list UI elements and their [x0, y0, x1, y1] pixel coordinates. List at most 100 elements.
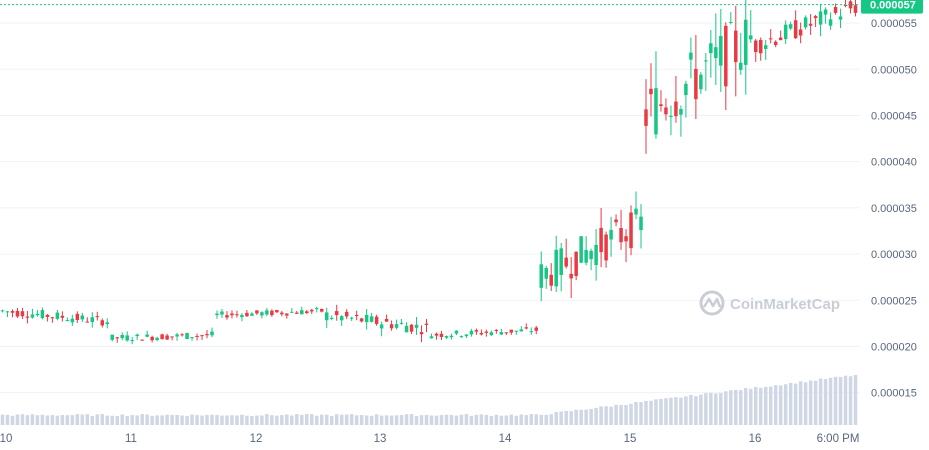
candle-body	[534, 327, 538, 331]
volume-bar	[135, 415, 139, 425]
candle-body	[349, 317, 354, 319]
watermark-text: CoinMarketCap	[730, 296, 840, 313]
y-tick-label: 0.000050	[871, 64, 917, 76]
candle-body	[604, 234, 608, 261]
candle-body	[424, 323, 429, 325]
candles	[0, 0, 858, 345]
candle-body	[564, 257, 568, 267]
candle-body	[359, 318, 364, 322]
volume-bar	[744, 388, 748, 425]
volume-bar	[230, 415, 234, 425]
candle-body	[734, 30, 738, 63]
volume-bar	[439, 415, 444, 425]
x-tick-label: 16	[749, 433, 762, 445]
volume-bar	[709, 393, 713, 425]
candle-body	[230, 313, 234, 316]
coinmarketcap-logo-icon	[699, 290, 725, 316]
volume-bar	[624, 404, 628, 425]
volume-bar	[694, 396, 698, 425]
candle-body	[240, 314, 244, 318]
candle-body	[105, 322, 109, 325]
x-tick-label: 14	[499, 433, 512, 445]
candle-body	[20, 311, 25, 317]
volume-bar	[275, 415, 279, 425]
volume-bar	[763, 386, 768, 425]
volume-bar	[285, 414, 289, 425]
volume-bar	[364, 415, 369, 425]
x-tick-label: 13	[374, 433, 387, 445]
candle-body	[509, 329, 514, 333]
volume-bar	[125, 415, 129, 425]
volume-bar	[699, 394, 703, 425]
candle-body	[145, 334, 149, 337]
candle-body	[833, 7, 838, 13]
candle-body	[215, 313, 219, 316]
candle-body	[753, 40, 758, 53]
volume-bar	[449, 414, 454, 425]
candle-body	[285, 313, 289, 316]
candle-body	[669, 115, 673, 118]
volume-bar	[45, 415, 50, 425]
volume-bar	[659, 398, 663, 425]
volume-bar	[374, 414, 379, 425]
candle-body	[489, 332, 494, 336]
volume-bar	[90, 415, 95, 425]
volume-bar	[419, 415, 424, 425]
volume-bar	[315, 415, 319, 425]
volume-bar	[669, 397, 673, 425]
candle-body	[644, 109, 648, 126]
y-tick-label: 0.000045	[871, 110, 917, 122]
volume-bar	[534, 414, 538, 425]
volume-bar	[489, 415, 494, 425]
candle-body	[549, 274, 553, 286]
candle-body	[374, 316, 379, 324]
volume-bar	[190, 414, 194, 425]
candle-body	[579, 236, 583, 263]
volume-bar	[50, 415, 55, 425]
volume-bar	[220, 415, 224, 425]
candle-body	[569, 273, 573, 279]
candle-body	[140, 339, 144, 341]
volume-bar	[559, 411, 563, 425]
candle-body	[185, 332, 189, 339]
candle-body	[160, 334, 164, 340]
candle-body	[823, 9, 828, 15]
candle-body	[324, 312, 329, 321]
volume-bar	[524, 415, 529, 425]
volume-bar	[494, 414, 499, 425]
volume-bar	[70, 415, 75, 425]
candle-body	[574, 251, 578, 277]
candle-body	[200, 335, 204, 337]
candle-body	[275, 310, 279, 313]
volume-bar	[848, 376, 853, 425]
candle-body	[10, 311, 15, 313]
volume-bar	[719, 393, 723, 425]
candle-body	[225, 315, 229, 318]
volume-bar	[394, 415, 399, 425]
volume-bar	[130, 415, 134, 425]
y-tick-label: 0.000040	[871, 157, 917, 169]
candle-body	[689, 52, 693, 60]
volume-bar	[644, 400, 648, 425]
candle-body	[439, 333, 444, 338]
candle-body	[559, 248, 563, 275]
volume-bar	[639, 402, 643, 425]
candle-body	[35, 313, 40, 316]
x-axis: 10 11 12 13 14 15 16 6:00 PM	[0, 433, 859, 445]
volume-bar	[544, 414, 548, 425]
candle-body	[290, 311, 294, 313]
volume-bar	[40, 414, 45, 425]
candle-body	[369, 316, 374, 322]
volume-bar	[684, 396, 688, 425]
candle-body	[813, 16, 818, 19]
candle-body	[65, 320, 70, 322]
volume-bar	[105, 415, 109, 425]
volume-bar	[589, 408, 593, 425]
volume-bar	[359, 414, 364, 425]
candle-body	[719, 35, 723, 66]
volume-bar	[195, 415, 199, 425]
candle-body	[479, 332, 484, 335]
candle-body	[180, 334, 184, 336]
candle-body	[664, 107, 668, 115]
